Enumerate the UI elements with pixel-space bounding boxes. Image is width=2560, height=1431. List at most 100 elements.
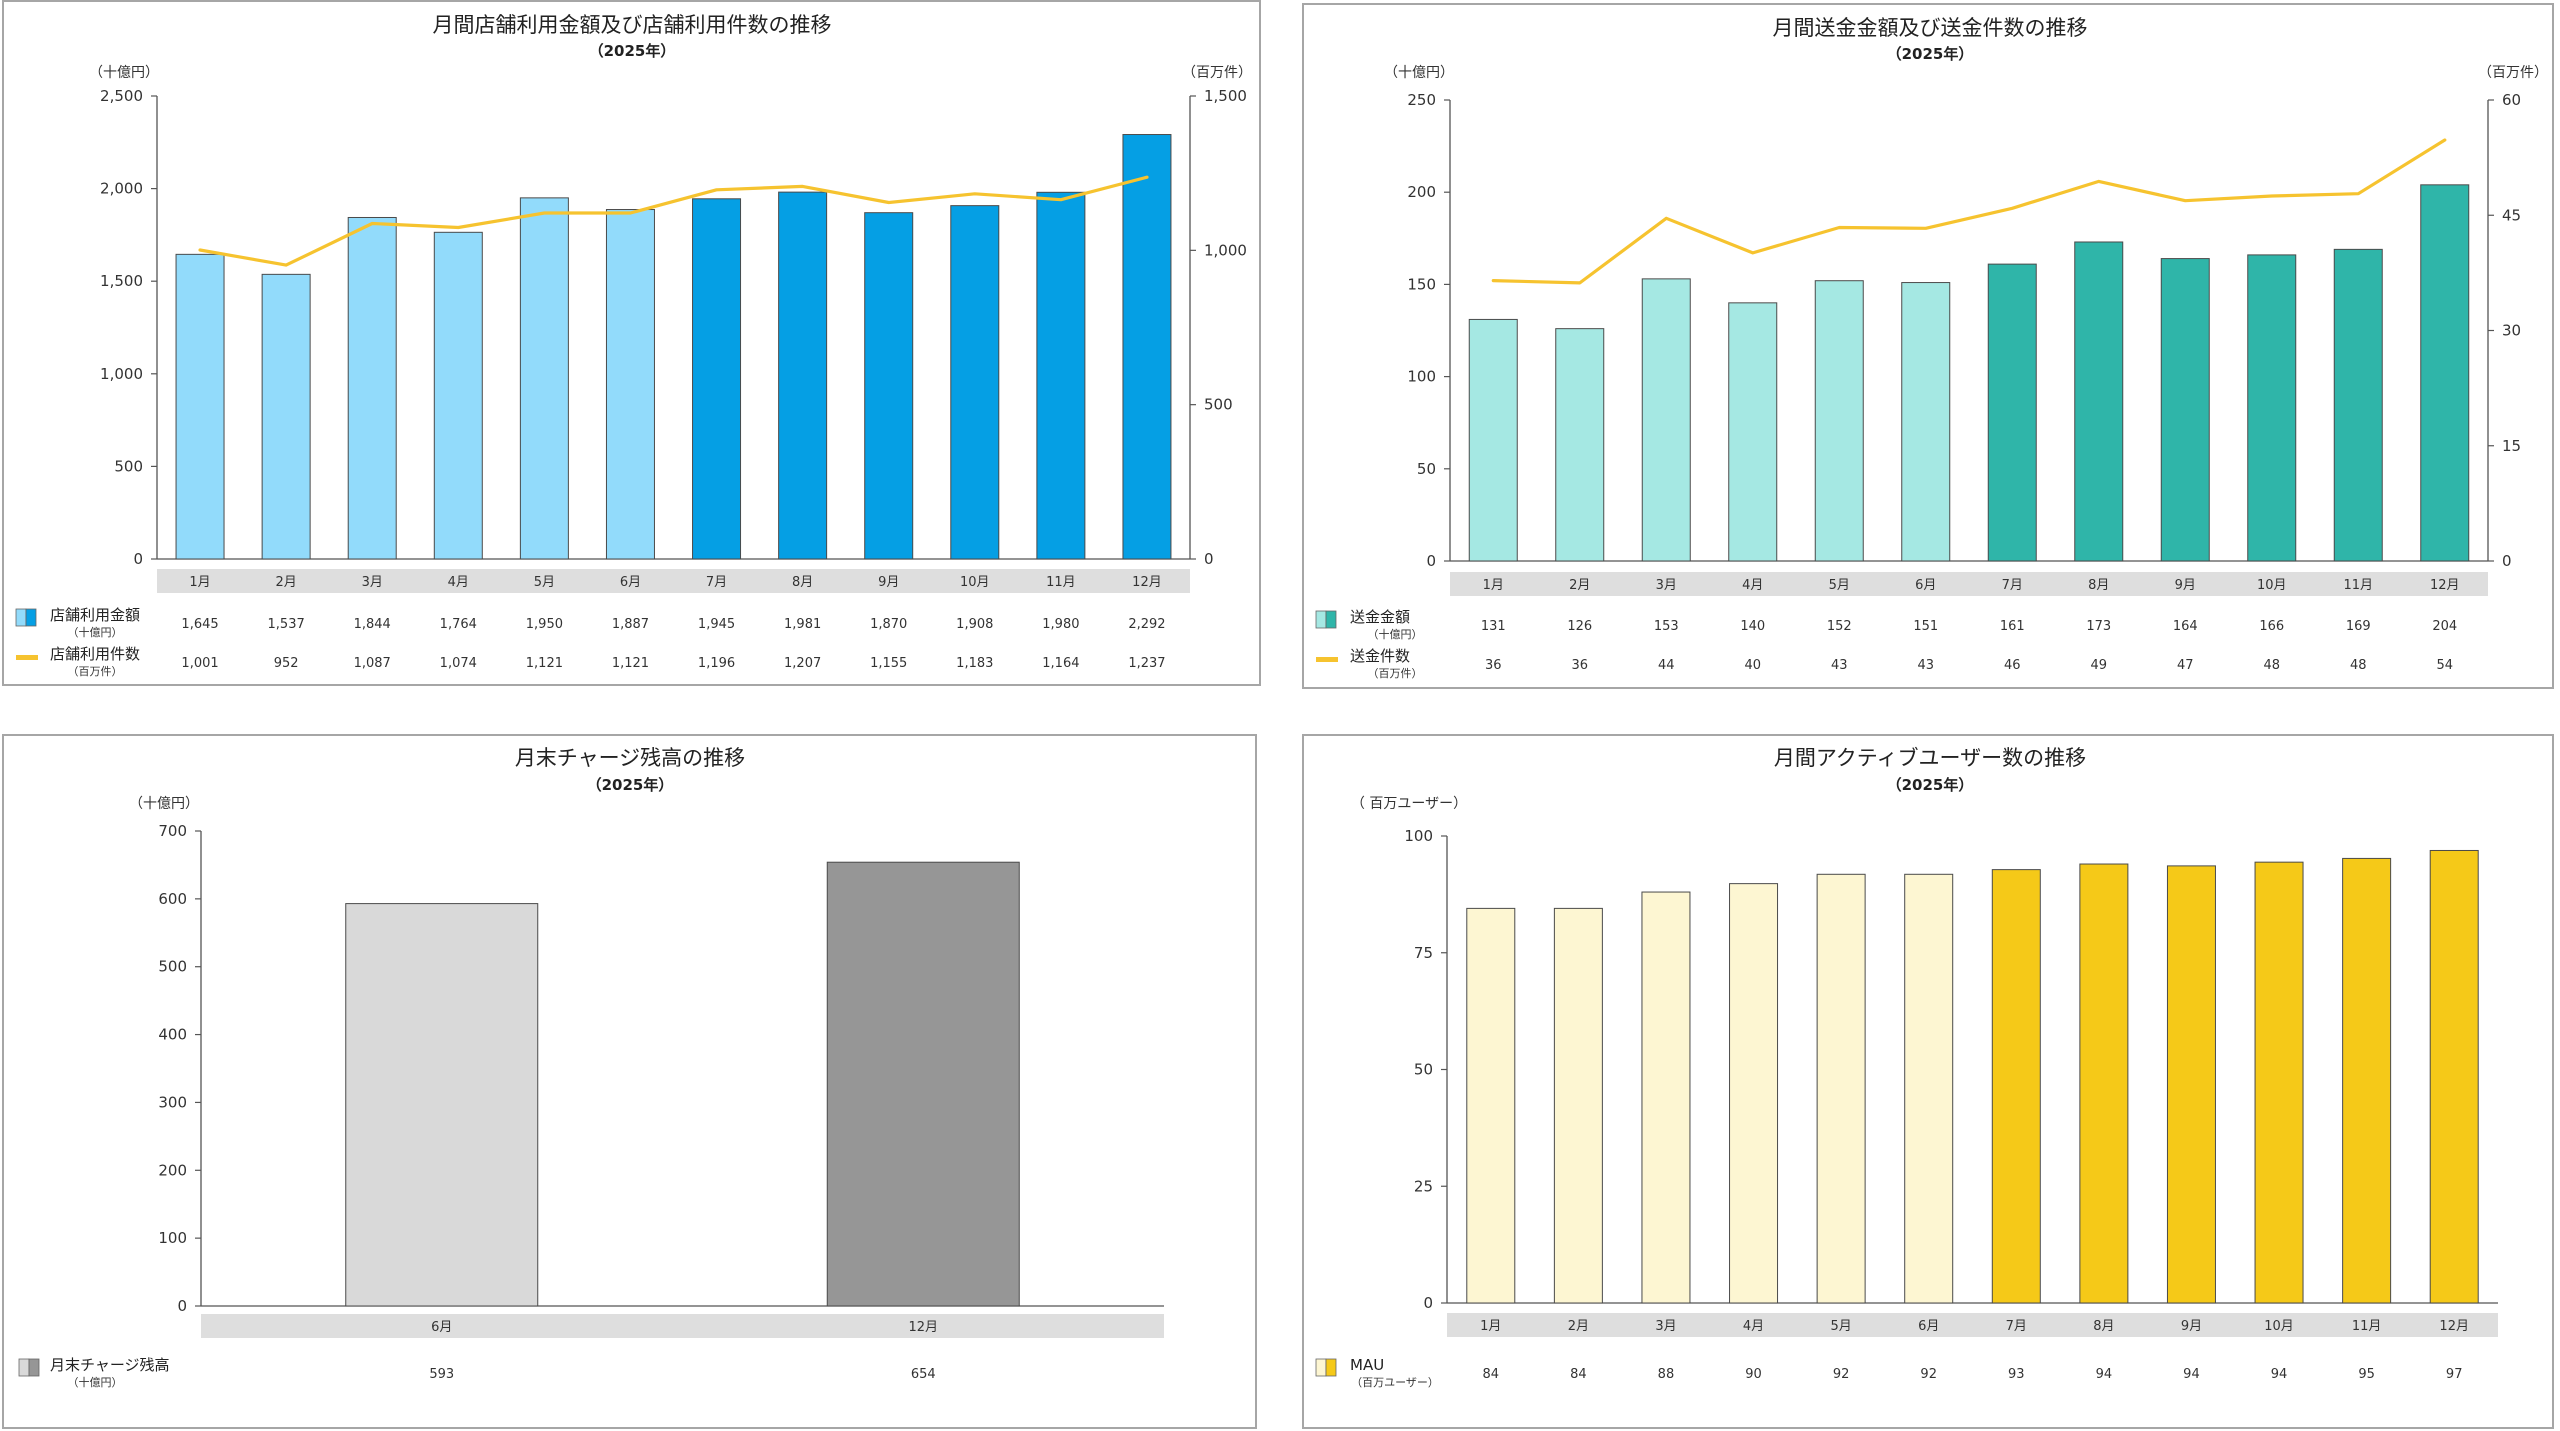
legend-series-name: MAU	[1350, 1356, 1384, 1374]
data-label: 92	[1920, 1367, 1937, 1382]
y-axis-tick-label: 50	[1417, 460, 1436, 478]
x-axis-category-label: 6月	[620, 575, 641, 590]
y2-axis-tick-label: 1,000	[1204, 241, 1247, 259]
y-axis-tick-label: 500	[158, 958, 187, 976]
chart-bar	[1641, 278, 1691, 562]
legend-swatch-dark	[1325, 1358, 1337, 1377]
chart-bar	[1987, 263, 2037, 562]
chart-bar	[2166, 865, 2216, 1304]
data-label: 161	[2000, 619, 2025, 634]
chart-bar	[433, 231, 483, 560]
chart-bar	[1468, 318, 1518, 562]
chart-subtitle: （2025年）	[1887, 776, 1974, 794]
category-band	[157, 569, 1190, 593]
chart-subtitle: （2025年）	[587, 776, 674, 794]
legend-series-unit: （十億円）	[68, 1375, 123, 1389]
legend-series-name: 店舗利用金額	[50, 606, 140, 624]
x-axis-category-label: 3月	[1655, 1319, 1676, 1334]
chart-title: 月間アクティブユーザー数の推移	[1774, 746, 2086, 770]
y-axis-tick-label: 0	[133, 550, 143, 568]
data-label: 1,001	[181, 656, 218, 671]
x-axis-category-label: 4月	[1743, 1319, 1764, 1334]
y-axis-tick-label: 0	[177, 1297, 187, 1315]
x-axis-category-label: 11月	[1046, 575, 1076, 590]
data-label: 1,981	[784, 617, 821, 632]
chart-bar	[778, 191, 828, 560]
data-label: 153	[1654, 619, 1679, 634]
x-axis-category-label: 1月	[1483, 578, 1504, 593]
legend-series-unit: （十億円）	[68, 625, 123, 639]
data-label: 173	[2086, 619, 2111, 634]
data-label: 1,764	[440, 617, 477, 632]
data-label: 88	[1658, 1367, 1675, 1382]
y-axis-tick-label: 300	[158, 1093, 187, 1111]
legend-swatch-light	[18, 1358, 30, 1377]
data-label: 1,087	[354, 656, 391, 671]
series-line	[198, 175, 1149, 267]
data-label: 169	[2346, 619, 2371, 634]
x-axis-category-label: 5月	[1829, 578, 1850, 593]
x-axis-category-label: 6月	[1918, 1319, 1939, 1334]
x-axis-category-label: 4月	[1742, 578, 1763, 593]
data-label: 84	[1483, 1367, 1500, 1382]
data-label: 47	[2177, 658, 2194, 673]
x-axis-category-label: 8月	[792, 575, 813, 590]
data-label: 94	[2183, 1367, 2200, 1382]
chart-bar	[1728, 302, 1778, 562]
data-label: 92	[1833, 1367, 1850, 1382]
charge-balance-chart: 月末チャージ残高の推移 （2025年） （十億円） 700 600 500 400 300 20…	[18, 746, 1164, 1389]
chart-bar	[1036, 191, 1086, 560]
y2-axis-unit-label: （百万件）	[1182, 65, 1252, 81]
legend-series-name: 送金金額	[1350, 608, 1410, 626]
data-label: 151	[1913, 619, 1938, 634]
x-axis-category-label: 9月	[2175, 578, 2196, 593]
data-label: 48	[2263, 658, 2280, 673]
data-label: 140	[1740, 619, 1765, 634]
y2-axis-tick-label: 1,500	[1204, 87, 1247, 105]
y-axis-tick-label: 200	[1407, 183, 1436, 201]
y-axis-tick-label: 75	[1414, 944, 1433, 962]
x-axis-category-label: 2月	[1569, 578, 1590, 593]
data-label: 1,887	[612, 617, 649, 632]
chart-bar	[2160, 258, 2210, 562]
charge-balance-chart-panel: 月末チャージ残高の推移 （2025年） （十億円） 700 600 500 400 300 20…	[2, 734, 1257, 1429]
data-label: 126	[1567, 619, 1592, 634]
chart-bar	[261, 273, 311, 560]
data-label: 593	[429, 1367, 454, 1382]
y-axis-tick-label: 1,500	[100, 272, 143, 290]
x-axis-category-label: 6月	[1915, 578, 1936, 593]
x-axis-category-label: 12月	[2430, 578, 2460, 593]
chart-bar	[950, 205, 1000, 560]
legend-series-name: 月末チャージ残高	[50, 1356, 170, 1374]
chart-bar	[2247, 254, 2297, 562]
data-label: 1,950	[526, 617, 563, 632]
y-axis-tick-label: 200	[158, 1161, 187, 1179]
data-label: 1,908	[956, 617, 993, 632]
y2-axis-tick-label: 500	[1204, 396, 1233, 414]
chart-bar	[2420, 184, 2470, 562]
data-label: 43	[1917, 658, 1934, 673]
chart-bar	[1466, 907, 1516, 1304]
chart-bar	[1641, 891, 1691, 1304]
data-label: 40	[1744, 658, 1761, 673]
y-axis-tick-label: 100	[1404, 827, 1433, 845]
chart-bar	[2074, 241, 2124, 562]
chart-bar	[1814, 280, 1864, 562]
chart-title: 月間送金金額及び送金件数の推移	[1773, 16, 2088, 40]
x-axis-category-label: 1月	[189, 575, 210, 590]
y-axis-unit-label: （ 百万ユーザー）	[1351, 796, 1467, 812]
legend-swatch-dark	[1325, 610, 1337, 629]
y-axis-unit-label: （十億円）	[129, 796, 199, 812]
x-axis-category-label: 4月	[448, 575, 469, 590]
x-axis-category-label: 5月	[534, 575, 555, 590]
data-label: 1,537	[268, 617, 305, 632]
data-label: 1,196	[698, 656, 735, 671]
data-label: 1,945	[698, 617, 735, 632]
legend-swatch-dark	[28, 1358, 40, 1377]
data-label: 152	[1827, 619, 1852, 634]
legend-swatch-dark	[25, 608, 37, 627]
x-axis-category-label: 7月	[706, 575, 727, 590]
chart-bar	[347, 216, 397, 560]
chart-bar	[1122, 134, 1172, 560]
legend-swatch-light	[1315, 1358, 1327, 1377]
